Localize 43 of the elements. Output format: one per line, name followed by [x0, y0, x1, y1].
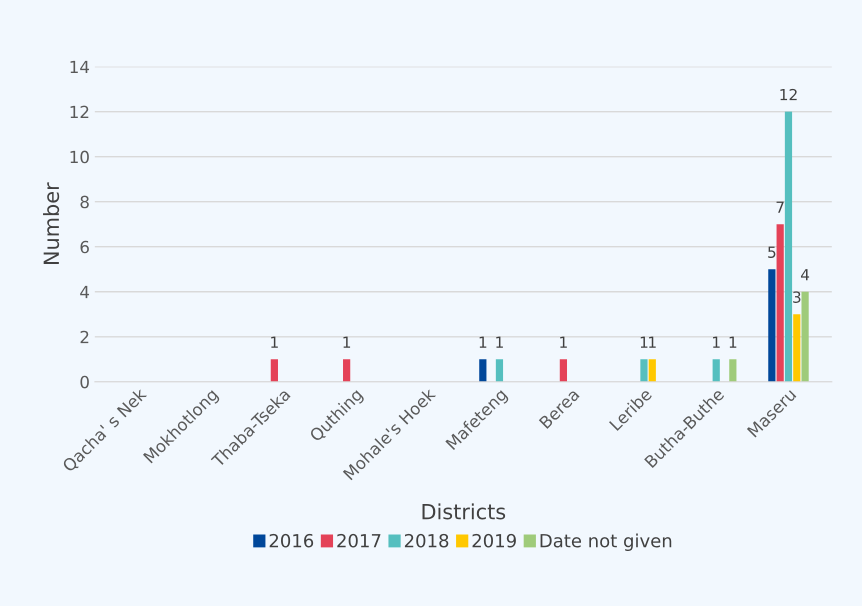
x-axis-title: Districts [422, 503, 506, 520]
data-label: 1 [649, 336, 656, 348]
bar [784, 112, 792, 382]
y-tick-label: 14 [70, 60, 90, 73]
bar [793, 314, 800, 382]
bar [712, 359, 720, 382]
bar [776, 224, 784, 382]
bar [640, 359, 648, 382]
legend-label: 2019 [472, 534, 516, 548]
legend-label: Date not given [540, 534, 672, 552]
y-tick-label: 6 [80, 240, 89, 254]
y-tick-label: 8 [80, 196, 89, 208]
y-axis-title: Number [43, 182, 60, 264]
y-tick-label: 0 [80, 376, 89, 388]
bar [496, 359, 504, 382]
data-label: 5 [768, 246, 776, 258]
legend-label: 2017 [337, 534, 380, 548]
bar [768, 269, 776, 382]
bar [560, 359, 568, 382]
data-label: 1 [640, 336, 648, 348]
legend-label: 2016 [270, 534, 314, 548]
y-tick-label: 12 [70, 106, 88, 118]
data-label: 1 [560, 336, 567, 348]
y-tick-label: 4 [80, 286, 90, 298]
legend-label: 2018 [404, 534, 448, 548]
y-tick-label: 10 [70, 150, 89, 164]
data-label: 1 [730, 336, 736, 348]
data-label: 12 [780, 88, 797, 100]
data-label: 1 [713, 336, 720, 348]
data-label: 7 [776, 202, 784, 213]
bar [729, 359, 736, 382]
bar [479, 359, 486, 382]
bar [270, 359, 278, 382]
bar [343, 359, 350, 382]
data-label: 4 [800, 269, 810, 280]
bar [801, 292, 809, 382]
data-label: 1 [343, 336, 350, 348]
data-label: 1 [480, 336, 486, 348]
data-label: 3 [793, 291, 800, 303]
y-tick-label: 2 [80, 330, 88, 344]
data-label: 1 [271, 336, 278, 348]
bar [648, 359, 656, 382]
data-label: 1 [496, 336, 503, 348]
